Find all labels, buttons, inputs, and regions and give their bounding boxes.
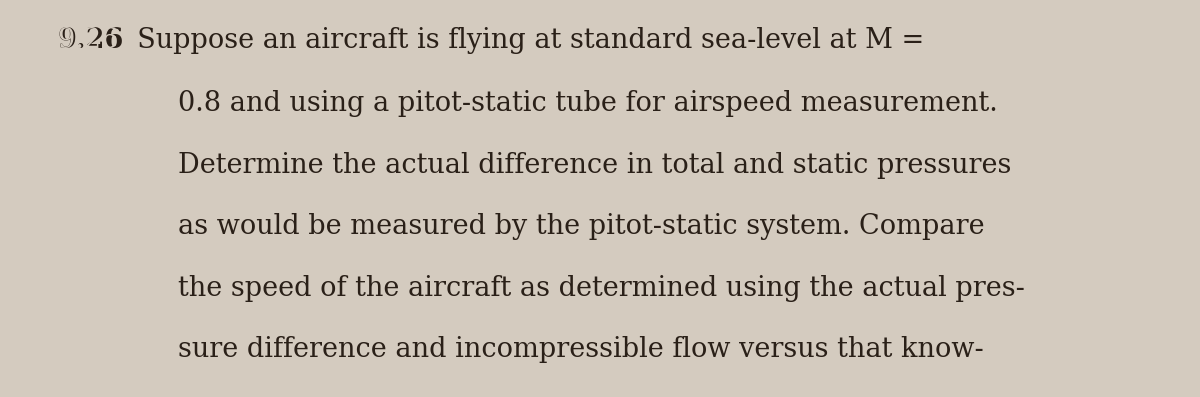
Text: 0.8 and using a pitot-static tube for airspeed measurement.: 0.8 and using a pitot-static tube for ai… [178, 90, 997, 117]
Text: sure difference and incompressible flow versus that know-: sure difference and incompressible flow … [178, 336, 983, 363]
Text: the speed of the aircraft as determined using the actual pres-: the speed of the aircraft as determined … [178, 275, 1025, 302]
Text: 9.26: 9.26 [58, 27, 124, 54]
Text: Determine the actual difference in total and static pressures: Determine the actual difference in total… [178, 152, 1010, 179]
Text: Suppose an aircraft is flying at standard sea-level at M =: Suppose an aircraft is flying at standar… [120, 27, 924, 54]
Text: as would be measured by the pitot-static system. Compare: as would be measured by the pitot-static… [178, 213, 984, 240]
Text: 9.26  Suppose an aircraft is flying at standard sea-level at M =: 9.26 Suppose an aircraft is flying at st… [58, 27, 923, 54]
